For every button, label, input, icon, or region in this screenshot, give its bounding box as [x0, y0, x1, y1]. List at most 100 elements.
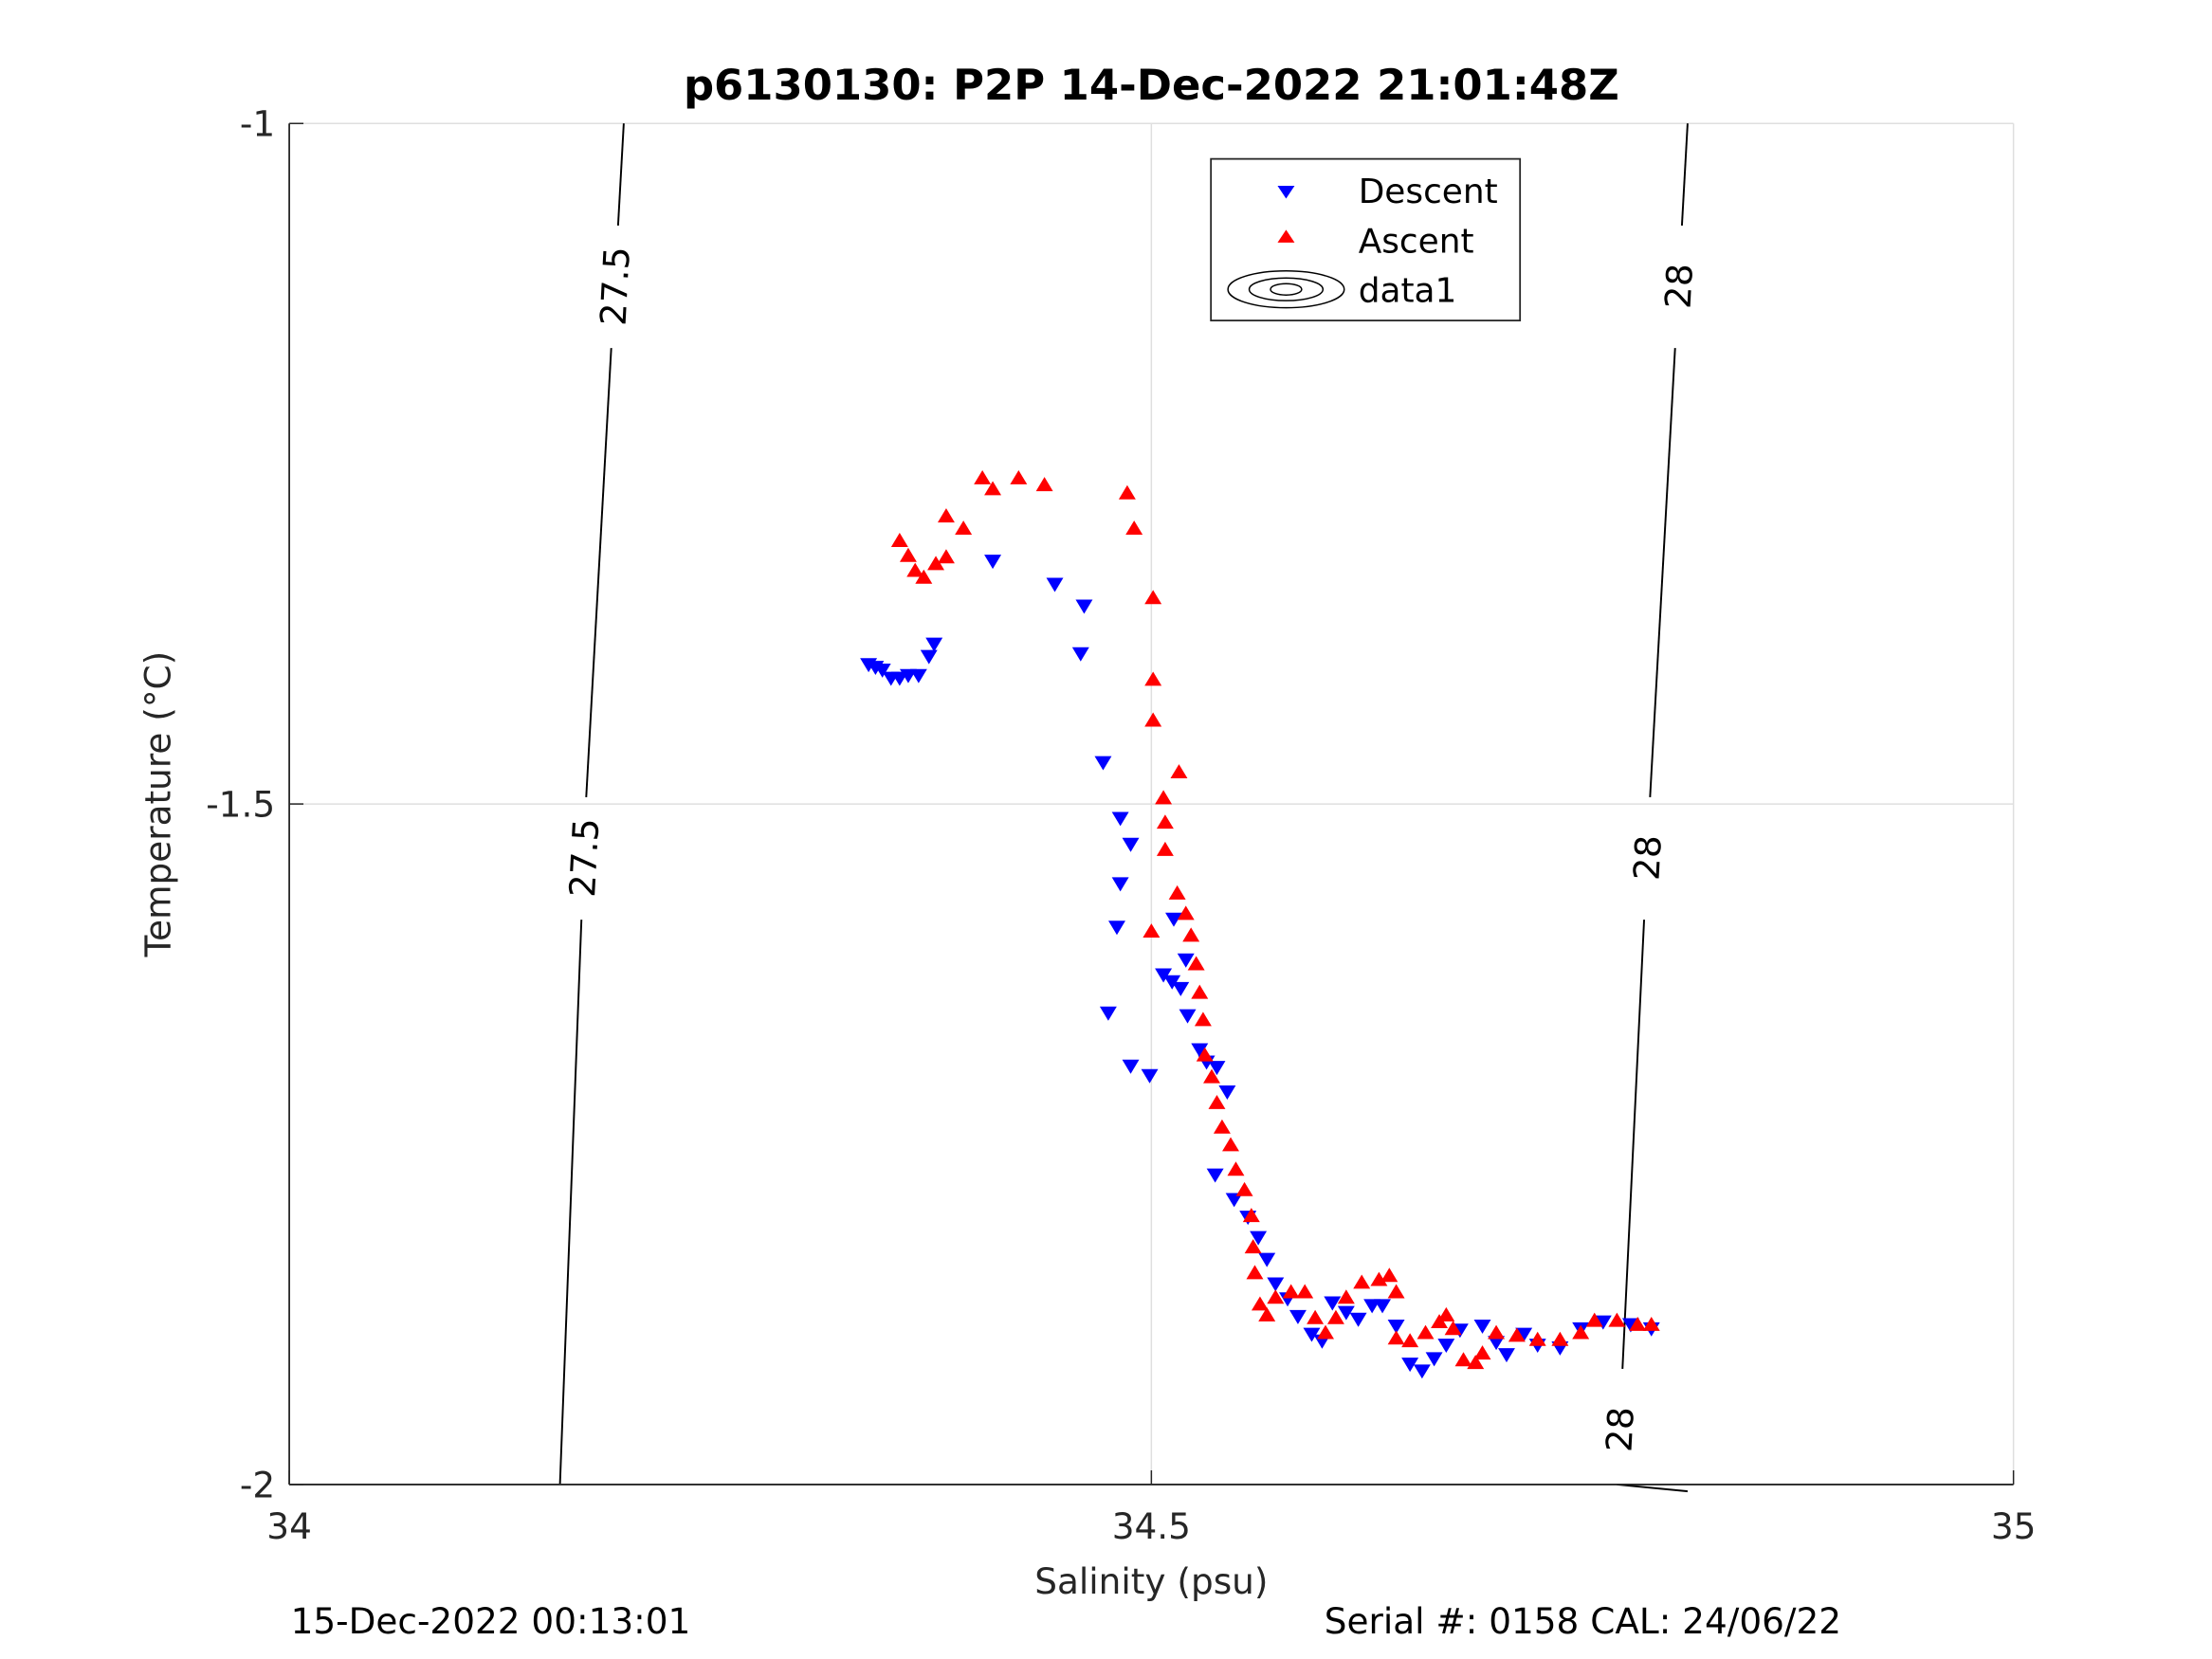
- ascent-point: [1629, 1316, 1647, 1331]
- ascent-point: [1528, 1331, 1546, 1346]
- descent-point: [1337, 1305, 1355, 1321]
- contour-label: 28: [1598, 1406, 1641, 1453]
- ascent-point: [955, 520, 973, 536]
- legend-data1-label: data1: [1359, 272, 1457, 311]
- ascent-point: [1177, 905, 1195, 921]
- ascent-point: [1010, 469, 1028, 484]
- ascent-point: [927, 556, 945, 571]
- descent-point: [1122, 1059, 1140, 1074]
- ascent-point: [1208, 1094, 1226, 1109]
- ascent-point: [1251, 1296, 1269, 1311]
- descent-point: [1258, 1252, 1276, 1267]
- footer-serial-cal: Serial #: 0158 CAL: 24/06/22: [1325, 1600, 1841, 1642]
- contour-label: 27.5: [561, 817, 607, 898]
- contour-label: 28: [1625, 834, 1669, 882]
- ascent-point: [1246, 1265, 1264, 1280]
- x-axis-label: Salinity (psu): [1034, 1560, 1268, 1602]
- ascent-point: [1156, 814, 1174, 830]
- legend-box: [1210, 157, 1522, 322]
- axes: 34 34.5 35 -1 -1.5 -2: [206, 103, 2036, 1547]
- descent-point: [1218, 1085, 1236, 1100]
- ascent-point: [1235, 1181, 1253, 1196]
- ascent-point: [1258, 1306, 1276, 1322]
- descent-point: [1108, 921, 1125, 936]
- descent-point: [1111, 811, 1129, 827]
- ascent-point: [1370, 1271, 1388, 1286]
- ascent-point: [1203, 1068, 1220, 1084]
- legend-ascent-marker: [1277, 229, 1295, 243]
- ascent-point: [915, 569, 933, 584]
- legend: Descent Ascent data1: [1210, 157, 1522, 322]
- descent-point: [1141, 1068, 1159, 1084]
- descent-point: [1172, 981, 1190, 996]
- descent-point: [1303, 1327, 1321, 1342]
- chart-title: p6130130: P2P 14-Dec-2022 21:01:48Z: [684, 60, 1619, 110]
- descent-point: [1206, 1168, 1224, 1183]
- ascent-point: [1125, 520, 1143, 536]
- descent-point: [1071, 647, 1089, 662]
- descent-point: [1515, 1327, 1533, 1342]
- descent-point: [1165, 912, 1182, 927]
- ascent-point: [1508, 1327, 1526, 1342]
- ascent-point: [1608, 1312, 1626, 1327]
- descent-point: [1267, 1277, 1285, 1292]
- descent-point: [1473, 1319, 1491, 1334]
- contour-line-segment: [1680, 123, 1689, 226]
- ascent-point: [984, 481, 1002, 496]
- descent-point: [1401, 1358, 1419, 1373]
- ascent-point: [899, 547, 917, 562]
- ascent-point: [1170, 764, 1188, 779]
- ascent-point: [1196, 1047, 1214, 1062]
- ascent-point: [1227, 1161, 1245, 1176]
- ascent-point: [1182, 927, 1200, 942]
- ascent-point: [937, 549, 955, 564]
- descent-point: [873, 663, 891, 678]
- descent-point: [1250, 1231, 1268, 1246]
- descent-point: [1594, 1315, 1612, 1330]
- legend-descent-label: Descent: [1359, 173, 1498, 211]
- descent-point: [920, 649, 938, 665]
- ascent-point: [1118, 484, 1136, 500]
- y-tick-label: -1: [240, 103, 275, 145]
- ascent-point: [1326, 1309, 1344, 1324]
- ascent-point: [1387, 1284, 1405, 1299]
- ascent-point: [1222, 1137, 1239, 1152]
- grid-lines: [289, 122, 2015, 1485]
- series-ascent: [890, 469, 1660, 1370]
- x-tick-label: 35: [1991, 1505, 2037, 1547]
- descent-point: [984, 555, 1002, 570]
- ascent-point: [1380, 1267, 1398, 1283]
- descent-point: [1094, 756, 1112, 771]
- ascent-point: [890, 533, 908, 547]
- descent-point: [1177, 953, 1195, 968]
- descent-point: [1374, 1299, 1392, 1314]
- ascent-point: [1488, 1324, 1506, 1340]
- ascent-point: [1437, 1306, 1455, 1322]
- descent-point: [1099, 1006, 1117, 1021]
- ascent-point: [1417, 1324, 1435, 1340]
- density-contours: 27.5 27.5 28 28 28: [558, 123, 1701, 1493]
- y-tick-label: -1.5: [206, 784, 275, 826]
- descent-point: [1163, 975, 1181, 990]
- ascent-point: [1168, 884, 1186, 900]
- ascent-point: [1454, 1352, 1472, 1367]
- descent-point: [1111, 877, 1129, 892]
- ascent-point: [1642, 1316, 1660, 1331]
- descent-point: [909, 668, 927, 684]
- contour-line-segment: [558, 920, 583, 1485]
- ascent-point: [1144, 590, 1162, 605]
- descent-point: [1155, 968, 1173, 983]
- ascent-point: [1194, 1012, 1212, 1027]
- ascent-point: [1242, 1208, 1260, 1223]
- ascent-point: [1572, 1324, 1590, 1340]
- descent-point: [1208, 1061, 1226, 1076]
- ascent-point: [1353, 1274, 1371, 1289]
- descent-point: [1179, 1009, 1197, 1024]
- legend-ascent-label: Ascent: [1359, 222, 1474, 261]
- ascent-point: [1144, 712, 1162, 727]
- y-axis-label: Temperature (°C): [137, 651, 178, 958]
- ascent-point: [1187, 956, 1205, 971]
- ascent-point: [1444, 1321, 1462, 1336]
- descent-point: [1413, 1364, 1431, 1379]
